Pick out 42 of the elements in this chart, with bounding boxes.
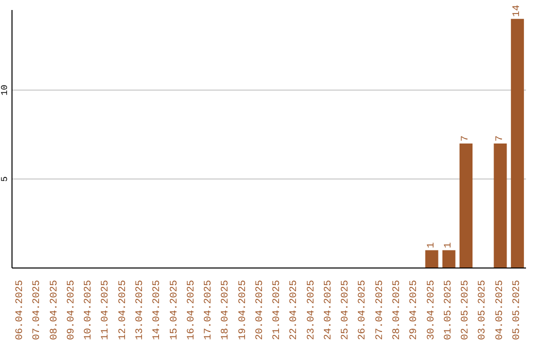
x-tick-label: 18.04.2025 — [220, 280, 232, 340]
x-tick-label: 24.04.2025 — [323, 280, 334, 340]
x-tick-label: 23.04.2025 — [306, 280, 318, 340]
x-tick-label: 19.04.2025 — [238, 280, 249, 340]
bar — [442, 250, 456, 268]
x-tick-label: 21.04.2025 — [272, 280, 284, 340]
y-tick-label: 10 — [0, 84, 10, 96]
x-tick-label: 11.04.2025 — [100, 280, 112, 340]
x-tick-label: 15.04.2025 — [169, 280, 180, 340]
x-tick-label: 17.04.2025 — [204, 280, 215, 340]
x-tick-label: 28.04.2025 — [392, 280, 403, 340]
x-tick-label: 25.04.2025 — [340, 280, 352, 340]
x-tick-label: 26.04.2025 — [358, 280, 369, 340]
x-tick-label: 16.04.2025 — [186, 280, 198, 340]
x-tick-label: 27.04.2025 — [374, 280, 386, 340]
data-label: 1 — [443, 242, 454, 248]
x-tick-label: 13.04.2025 — [135, 280, 146, 340]
data-label: 1 — [426, 242, 438, 248]
x-tick-label: 03.05.2025 — [478, 280, 489, 340]
x-tick-label: 02.05.2025 — [460, 280, 472, 340]
bar — [425, 250, 438, 268]
data-label: 7 — [494, 135, 506, 142]
bar — [460, 143, 473, 268]
x-tick-label: 01.05.2025 — [443, 280, 454, 340]
x-tick-label: 09.04.2025 — [66, 280, 78, 340]
x-tick-label: 22.04.2025 — [289, 280, 300, 340]
x-tick-label: 06.04.2025 — [15, 280, 26, 340]
data-label: 14 — [512, 4, 523, 17]
x-tick-label: 12.04.2025 — [118, 280, 129, 340]
x-tick-label: 04.05.2025 — [494, 280, 506, 340]
y-tick-label: 5 — [0, 176, 10, 182]
bar — [510, 18, 524, 268]
x-tick-label: 20.04.2025 — [254, 280, 266, 340]
x-tick-label: 29.04.2025 — [409, 280, 420, 340]
x-tick-label: 14.04.2025 — [152, 280, 164, 340]
x-tick-label: 07.04.2025 — [32, 280, 44, 340]
x-tick-label: 30.04.2025 — [426, 280, 438, 340]
x-tick-label: 05.05.2025 — [512, 280, 523, 340]
data-label: 7 — [460, 135, 472, 142]
bar — [494, 143, 507, 268]
x-tick-label: 10.04.2025 — [84, 280, 95, 340]
x-tick-label: 08.04.2025 — [49, 280, 60, 340]
